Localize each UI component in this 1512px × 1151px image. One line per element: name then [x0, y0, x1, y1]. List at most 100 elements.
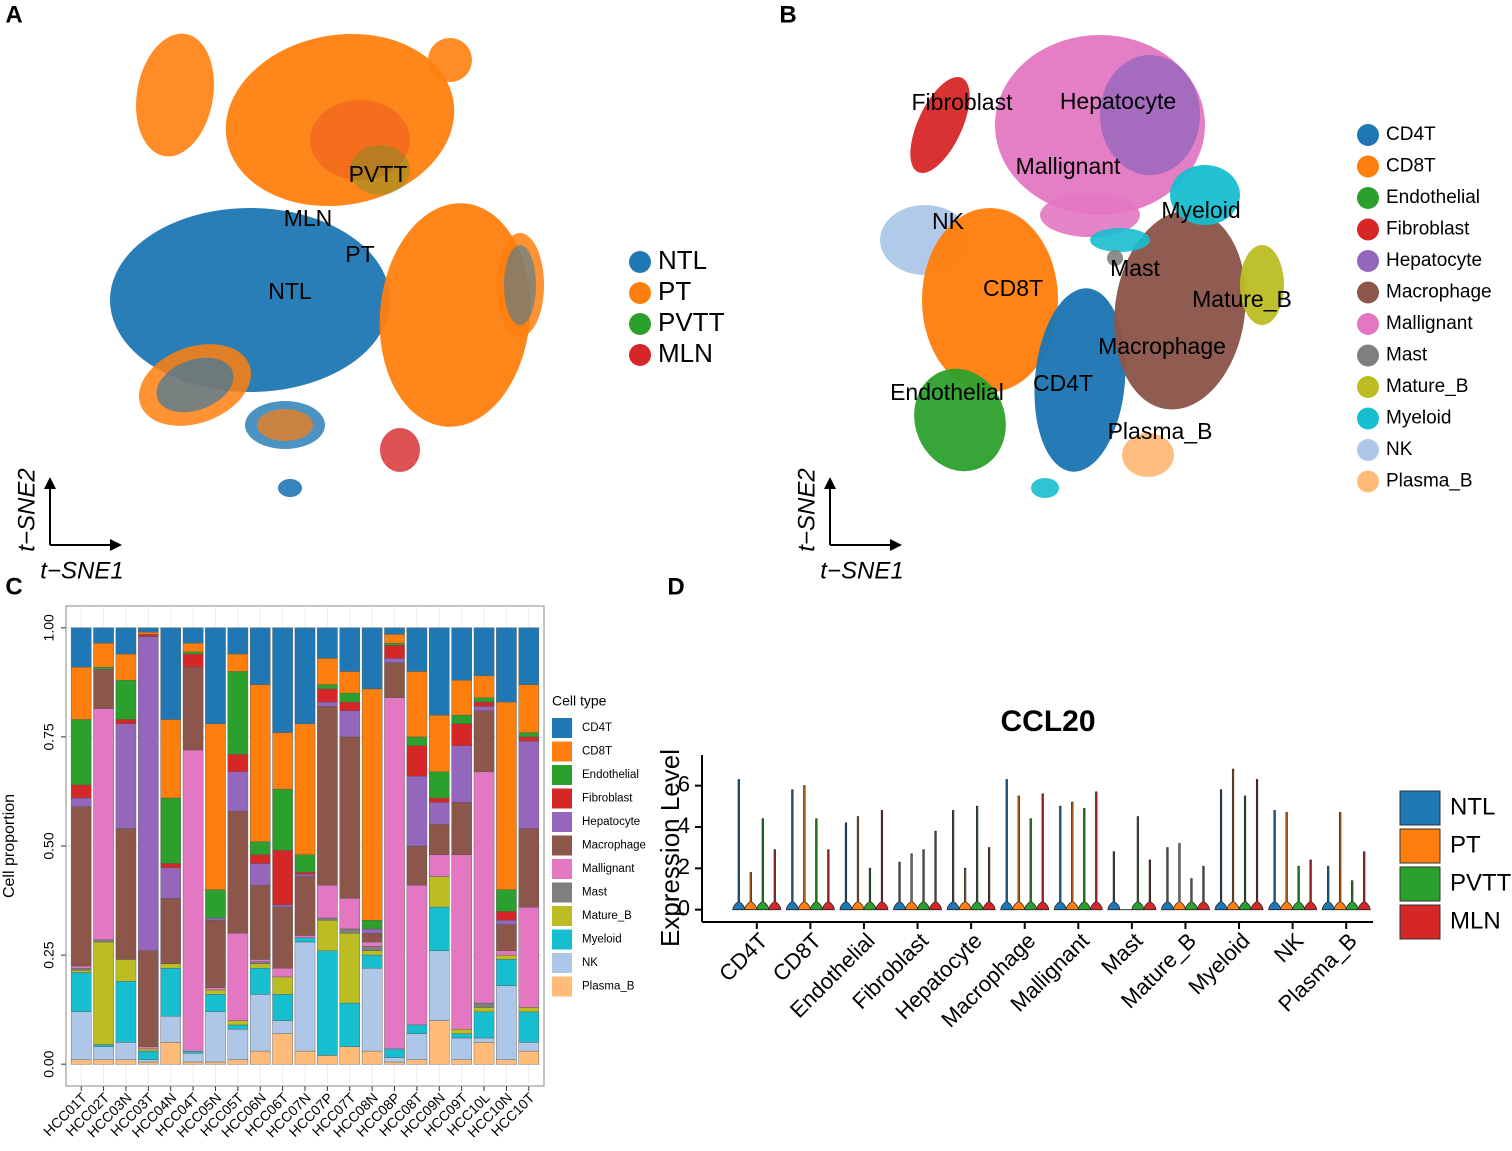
- bar-segment: [496, 1059, 517, 1065]
- bar-segment: [160, 963, 181, 969]
- bar-segment: [249, 961, 271, 965]
- bar-segment: [294, 723, 316, 855]
- bar-segment: [70, 970, 92, 973]
- bar-segment: [317, 688, 338, 703]
- violin: [1304, 859, 1318, 911]
- legend-label: Myeloid: [582, 934, 622, 946]
- bar-segment: [339, 693, 361, 703]
- cluster-label: Mallignant: [1016, 153, 1121, 179]
- violin: [1345, 880, 1359, 911]
- cluster-label: Myeloid: [1161, 197, 1240, 223]
- bar-segment: [182, 1061, 204, 1065]
- bar-segment: [339, 933, 361, 1004]
- bar-segment: [317, 658, 338, 685]
- bar-segment: [294, 941, 316, 1052]
- bar-segment: [384, 1061, 405, 1065]
- legend-swatch: [552, 976, 572, 997]
- y-tick-label: 0.75: [41, 723, 57, 750]
- bar-segment: [249, 841, 271, 855]
- violin: [1161, 847, 1174, 911]
- bar-segment: [406, 775, 428, 847]
- bar-segment: [384, 634, 405, 644]
- bar-segment: [429, 714, 450, 773]
- bar-segment: [339, 736, 361, 899]
- violin: [1357, 851, 1371, 911]
- legend-swatch: [552, 741, 572, 762]
- bar-segment: [518, 1007, 540, 1013]
- bar-segment: [429, 823, 450, 855]
- bar-segment: [473, 1007, 495, 1013]
- cluster-label: Fibroblast: [912, 89, 1014, 115]
- violin: [785, 789, 799, 911]
- bar-segment: [518, 1050, 540, 1065]
- violin: [1321, 865, 1335, 911]
- bar-segment: [138, 631, 159, 635]
- bar-segment: [473, 710, 495, 773]
- legend-swatch: [629, 344, 651, 366]
- bar-segment: [451, 1033, 472, 1039]
- bar-segment: [429, 771, 450, 799]
- bar-segment: [205, 1061, 226, 1065]
- cell-cluster: [1031, 478, 1059, 498]
- bar-segment: [205, 994, 226, 1013]
- bar-segment: [429, 950, 450, 1021]
- bar-segment: [384, 642, 405, 646]
- x-axis-label: t−SNE1: [820, 557, 903, 584]
- bar-segment: [496, 701, 517, 890]
- bar-segment: [160, 867, 181, 899]
- legend-swatch: [1357, 344, 1379, 367]
- bar-segment: [451, 627, 472, 681]
- bar-segment: [518, 1011, 540, 1043]
- bar-segment: [496, 919, 517, 925]
- legend-swatch: [552, 953, 572, 973]
- bar-segment: [384, 658, 405, 663]
- y-tick-label: 0.25: [41, 941, 57, 968]
- violin: [917, 849, 930, 911]
- bar-segment: [473, 771, 495, 1004]
- legend-label: PT: [658, 276, 691, 306]
- x-tick-label: CD4T: [714, 928, 772, 986]
- bar-segment: [473, 697, 495, 703]
- bar-segment: [205, 889, 226, 919]
- bar-segment: [473, 701, 495, 707]
- bar-segment: [317, 684, 338, 690]
- bar-segment: [70, 666, 92, 720]
- cell-cluster: [1034, 288, 1126, 472]
- legend-swatch: [629, 313, 651, 335]
- cell-cluster: [1170, 165, 1240, 225]
- bar-segment: [182, 666, 204, 751]
- cluster-label: Mast: [1110, 255, 1160, 281]
- legend-label: Mast: [1386, 345, 1428, 366]
- legend-label: CD4T: [582, 722, 612, 734]
- bar-segment: [317, 627, 338, 659]
- violin: [1173, 843, 1186, 911]
- legend-swatch: [1399, 866, 1441, 902]
- bar-segment: [272, 627, 293, 733]
- bar-segment: [317, 885, 338, 919]
- bar-segment: [451, 679, 472, 716]
- bar-segment: [249, 959, 271, 962]
- bar-segment: [272, 789, 293, 851]
- legend-swatch: [1357, 250, 1379, 272]
- violin: [1107, 851, 1121, 911]
- bar-segment: [70, 627, 92, 668]
- bar-segment: [339, 928, 361, 934]
- y-axis-label: Expression Level: [655, 749, 685, 947]
- bar-segment: [406, 845, 428, 886]
- legend-swatch: [552, 788, 572, 809]
- bar-segment: [249, 684, 271, 842]
- violin: [1185, 878, 1198, 911]
- bar-segment: [361, 950, 383, 956]
- bar-segment: [518, 906, 540, 1008]
- legend-swatch: [552, 812, 572, 832]
- bar-segment: [496, 954, 517, 960]
- cluster-label: Plasma_B: [1108, 418, 1213, 444]
- bar-segment: [160, 1015, 181, 1043]
- bar-segment: [227, 671, 249, 755]
- legend-swatch: [1357, 155, 1379, 178]
- bar-segment: [518, 627, 540, 685]
- legend-swatch: [629, 282, 651, 304]
- bar-segment: [160, 1042, 181, 1065]
- bar-segment: [294, 871, 316, 875]
- legend-label: Myeloid: [1386, 408, 1451, 429]
